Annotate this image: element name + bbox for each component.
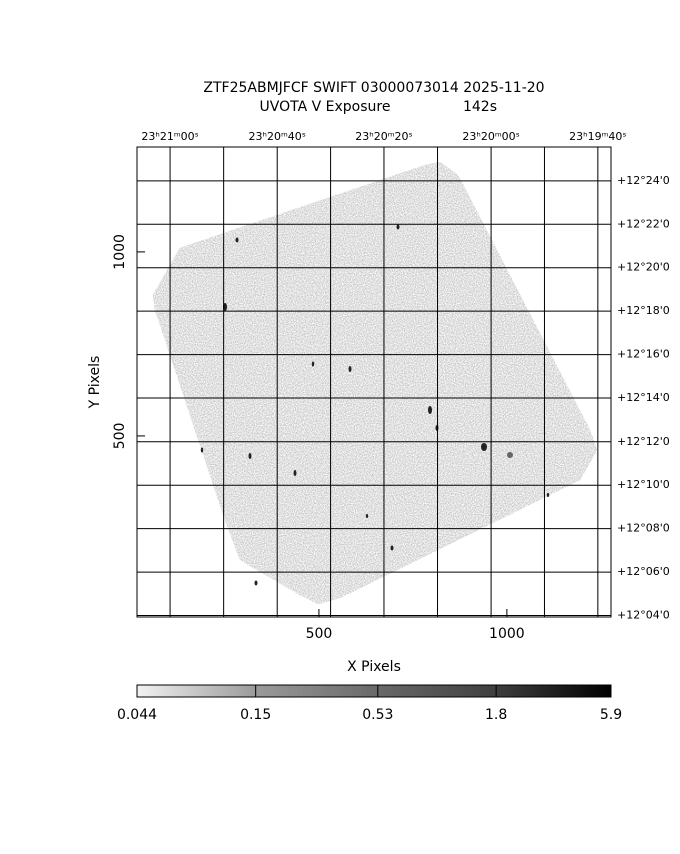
colorbar [136, 684, 612, 698]
sources [200, 224, 550, 586]
right-tick-label: +12°16'0 [617, 348, 670, 361]
colorbar-tick-label: 0.044 [117, 707, 157, 723]
right-tick-label: +12°10'0 [617, 478, 670, 491]
right-tick-label: +12°20'0 [617, 261, 670, 274]
right-tick-label: +12°22'0 [617, 217, 670, 230]
right-tick-label: +12°12'0 [617, 435, 670, 448]
colorbar-tick-label: 5.9 [600, 707, 622, 723]
colorbar-tick-label: 0.15 [240, 707, 271, 723]
image [152, 161, 598, 605]
plot-frame [136, 146, 612, 618]
right-tick-label: +12°06'0 [617, 565, 670, 578]
right-tick-label: +12°24'0 [617, 174, 670, 187]
top-tick-label: 23ʰ20ᵐ00ˢ [462, 130, 519, 143]
top-tick-label: 23ʰ19ᵐ40ˢ [569, 130, 626, 143]
right-tick-label: +12°08'0 [617, 522, 670, 535]
y-tick-label: 1000 [112, 234, 128, 270]
top-tick-label: 23ʰ21ᵐ00ˢ [141, 130, 198, 143]
colorbar-tick-label: 1.8 [485, 707, 507, 723]
top-tick-label: 23ʰ20ᵐ20ˢ [355, 130, 412, 143]
top-tick-label: 23ʰ20ᵐ40ˢ [249, 130, 306, 143]
exposure: 142s [463, 99, 497, 115]
x-tick-label: 500 [306, 626, 333, 642]
right-tick-label: +12°04'0 [617, 609, 670, 622]
y-axis-label: Y Pixels [87, 356, 103, 410]
exposure-map [152, 161, 598, 605]
x-axis-label: X Pixels [347, 659, 401, 675]
right-tick-label: +12°14'0 [617, 391, 670, 404]
x-tick-label: 1000 [489, 626, 525, 642]
y-tick-label: 500 [112, 423, 128, 450]
colorbar-tick-label: 0.53 [362, 707, 393, 723]
subtitle: UVOTA V Exposure [260, 99, 391, 115]
title: ZTF25ABMJFCF SWIFT 03000073014 2025-11-2… [203, 80, 544, 96]
right-tick-label: +12°18'0 [617, 304, 670, 317]
